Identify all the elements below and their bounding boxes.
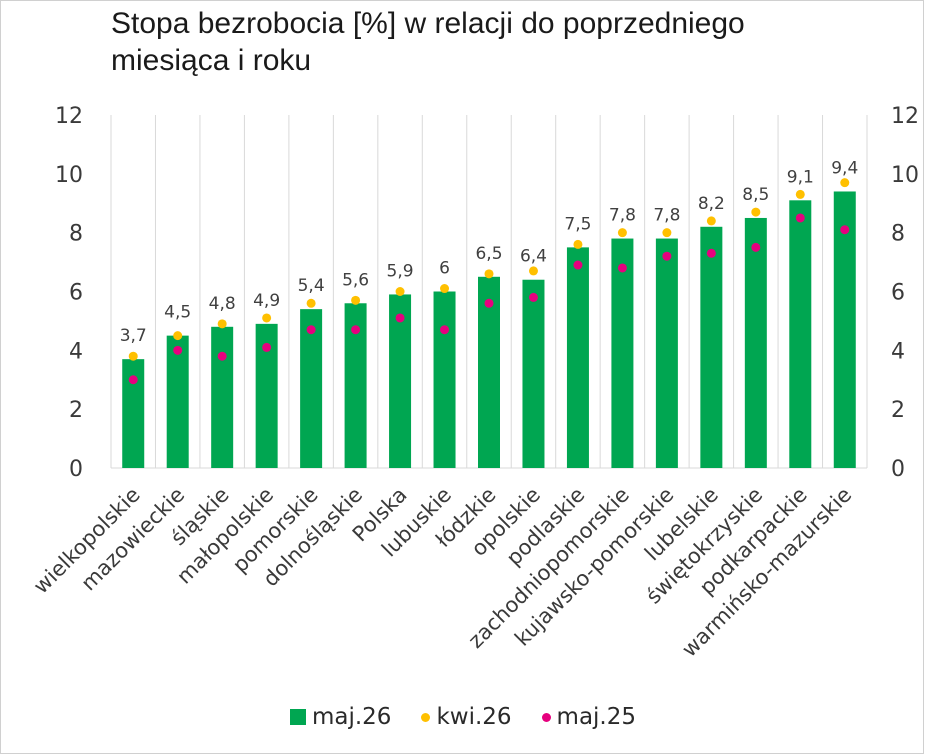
point-maj25 [306, 325, 316, 335]
y-tick-label-left: 12 [55, 104, 83, 129]
y-tick-label-right: 8 [891, 222, 905, 247]
bar [655, 238, 678, 468]
y-tick-label-left: 10 [55, 163, 83, 188]
y-tick-label-left: 6 [69, 281, 83, 306]
point-maj25 [528, 292, 538, 302]
data-label: 3,7 [120, 326, 147, 346]
legend-item-maj26: maj.26 [289, 704, 392, 730]
data-label: 5,4 [298, 276, 325, 296]
legend-dot-yellow [421, 712, 431, 722]
point-kwi26 [306, 298, 316, 308]
point-maj25 [395, 313, 405, 323]
point-maj25 [173, 345, 183, 355]
data-label: 4,8 [209, 294, 236, 314]
bar [211, 326, 234, 468]
y-tick-label-left: 0 [69, 457, 83, 482]
data-label: 5,9 [387, 261, 414, 281]
data-label: 6 [439, 259, 450, 279]
legend-dot-magenta [541, 712, 551, 722]
point-kwi26 [840, 178, 850, 188]
point-kwi26 [573, 239, 583, 249]
point-kwi26 [440, 284, 450, 294]
point-maj25 [440, 325, 450, 335]
point-kwi26 [395, 287, 405, 296]
point-maj25 [617, 263, 627, 273]
point-maj25 [840, 225, 850, 235]
data-label: 9,1 [787, 167, 814, 187]
bar [566, 247, 589, 468]
bar [744, 217, 767, 468]
point-maj25 [751, 242, 761, 252]
point-maj25 [217, 351, 227, 361]
legend-bar-swatch [289, 709, 306, 725]
bar [166, 335, 189, 468]
point-kwi26 [351, 295, 361, 305]
point-kwi26 [751, 207, 761, 217]
point-kwi26 [662, 228, 672, 238]
point-maj25 [573, 260, 583, 270]
bar [255, 323, 278, 468]
data-label: 8,2 [698, 194, 725, 214]
chart-title: Stopa bezrobocia [%] w relacji do poprze… [111, 7, 745, 77]
data-label: 9,4 [831, 158, 858, 178]
legend: maj.26 kwi.26 maj.25 [1, 704, 925, 730]
data-label: 7,8 [653, 206, 680, 226]
y-tick-label-left: 8 [69, 222, 83, 247]
point-kwi26 [528, 266, 538, 276]
point-kwi26 [484, 269, 494, 279]
data-label: 6,5 [475, 244, 502, 264]
bar [389, 294, 412, 468]
data-label: 4,9 [253, 291, 280, 311]
bar [122, 359, 145, 468]
y-tick-label-right: 0 [891, 457, 905, 482]
point-maj25 [262, 342, 272, 352]
bar [433, 291, 456, 468]
data-label: 6,4 [520, 247, 547, 267]
y-tick-label-left: 4 [69, 339, 83, 364]
data-label: 4,5 [164, 303, 191, 323]
point-maj25 [351, 325, 361, 335]
bar [300, 309, 323, 468]
point-kwi26 [617, 228, 627, 238]
point-kwi26 [262, 313, 272, 323]
y-tick-label-right: 4 [891, 339, 905, 364]
bar [478, 276, 500, 468]
bar [833, 191, 856, 468]
bar [700, 226, 723, 468]
data-label: 7,5 [564, 214, 591, 234]
data-label: 5,6 [342, 270, 369, 290]
y-tick-label-right: 2 [891, 398, 905, 423]
point-maj25 [484, 298, 494, 308]
point-kwi26 [706, 216, 716, 226]
point-kwi26 [128, 351, 138, 361]
bar [611, 238, 634, 468]
y-tick-label-right: 12 [891, 104, 919, 129]
bar [522, 279, 545, 468]
point-kwi26 [217, 319, 227, 329]
legend-label-kwi26: kwi.26 [436, 704, 512, 730]
legend-label-maj25: maj.25 [556, 704, 637, 730]
point-maj25 [706, 248, 716, 258]
point-maj25 [128, 375, 138, 385]
data-label: 7,8 [609, 206, 636, 226]
legend-label-maj26: maj.26 [311, 704, 392, 730]
bar [344, 303, 367, 468]
y-tick-label-right: 10 [891, 163, 919, 188]
y-tick-label-left: 2 [69, 398, 83, 423]
bar [789, 200, 812, 468]
point-kwi26 [795, 189, 805, 199]
legend-item-maj25: maj.25 [541, 704, 637, 730]
data-label: 8,5 [742, 185, 769, 205]
point-maj25 [795, 213, 805, 223]
legend-item-kwi26: kwi.26 [421, 704, 512, 730]
point-kwi26 [173, 331, 183, 341]
point-maj25 [662, 251, 672, 261]
y-tick-label-right: 6 [891, 281, 905, 306]
